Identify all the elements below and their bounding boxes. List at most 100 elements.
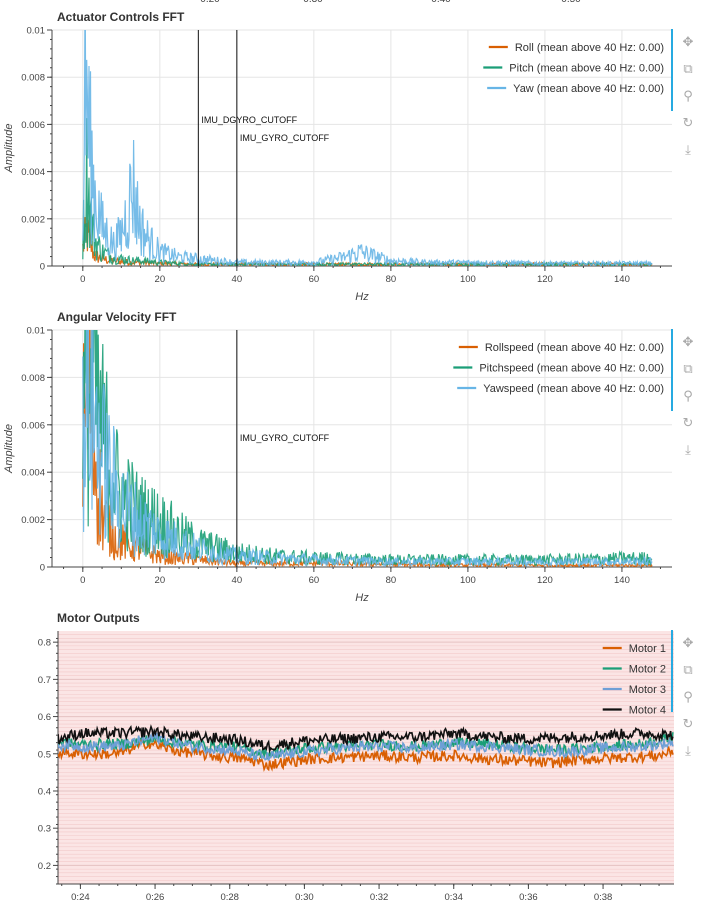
chart-panel-1: 0 0.002 0.004 0.006 0.008 0.01 0 20 40 60 80 100 120… [3, 10, 672, 303]
x-tick-label: 0:24 [71, 892, 90, 903]
top-partial-tick-label: 0.50 [561, 0, 581, 5]
x-axis-label: Hz [355, 592, 369, 604]
y-tick-label: 0.4 [38, 786, 51, 797]
chart-title: Actuator Controls FFT [57, 10, 185, 24]
top-partial-tick-label: 0.30 [303, 0, 323, 5]
y-tick-label: 0.006 [21, 120, 45, 131]
wheel-zoom-icon[interactable]: ⚲ [683, 89, 693, 104]
legend-label: Yawspeed (mean above 40 Hz: 0.00) [483, 383, 664, 395]
x-tick-label: 0:30 [295, 892, 314, 903]
cutoff-label: IMU_GYRO_CUTOFF [240, 433, 330, 443]
y-tick-label: 0.2 [38, 861, 51, 872]
series-line-2 [82, 330, 653, 567]
y-tick-label: 0.008 [21, 73, 45, 84]
reset-icon[interactable]: ↻ [682, 416, 694, 431]
box-zoom-icon[interactable]: ⧉ [683, 663, 693, 678]
x-tick-label: 0:36 [519, 892, 538, 903]
legend-label: Roll (mean above 40 Hz: 0.00) [515, 42, 664, 54]
box-zoom-icon[interactable]: ⧉ [683, 62, 693, 77]
chart-toolbar: ✥ ⧉ ⚲ ↻ ⤓ [671, 29, 701, 167]
top-partial-tick-label: 0.40 [431, 0, 451, 5]
y-tick-label: 0.006 [21, 420, 45, 431]
y-tick-label: 0.004 [21, 167, 45, 178]
x-tick-label: 20 [155, 274, 166, 285]
x-tick-label: 0:32 [370, 892, 389, 903]
legend-label: Pitch (mean above 40 Hz: 0.00) [509, 63, 664, 75]
series-line-3 [82, 330, 653, 567]
legend-label: Motor 2 [629, 664, 666, 676]
x-tick-label: 80 [386, 274, 397, 285]
chart-title: Motor Outputs [57, 611, 140, 625]
x-axis-label: Hz [355, 291, 369, 303]
reset-icon[interactable]: ↻ [682, 116, 694, 131]
wheel-zoom-icon[interactable]: ⚲ [683, 389, 693, 404]
x-tick-label: 60 [309, 274, 320, 285]
legend-label: Motor 4 [629, 705, 666, 717]
y-tick-label: 0.01 [27, 326, 46, 337]
x-tick-label: 20 [155, 575, 166, 586]
series-line-4 [58, 724, 674, 754]
x-tick-label: 40 [232, 575, 243, 586]
y-tick-label: 0.002 [21, 214, 45, 225]
legend-label: Rollspeed (mean above 40 Hz: 0.00) [485, 342, 664, 354]
pan-icon[interactable]: ✥ [682, 35, 694, 50]
x-tick-label: 0:26 [146, 892, 165, 903]
toolbar-active-indicator [671, 29, 673, 111]
x-tick-label: 100 [460, 575, 476, 586]
toolbar-active-indicator [671, 630, 673, 712]
chart-panel-2: 0 0.002 0.004 0.006 0.008 0.01 0 20 40 60 80 100 120… [3, 310, 672, 604]
x-tick-label: 0 [80, 274, 85, 285]
series-line-2 [82, 118, 653, 266]
chart-panel-3: 0.2 0.3 0.4 0.5 0.6 0.7 0.8 0:24 0:26 0:28 0:30 0:3… [38, 611, 674, 903]
x-tick-label: 60 [309, 575, 320, 586]
plot-area [82, 330, 653, 567]
save-icon[interactable]: ⤓ [685, 443, 691, 458]
box-zoom-icon[interactable]: ⧉ [683, 362, 693, 377]
y-tick-label: 0.008 [21, 373, 45, 384]
y-tick-label: 0.3 [38, 824, 51, 835]
x-tick-label: 140 [614, 274, 630, 285]
x-tick-label: 120 [537, 575, 553, 586]
wheel-zoom-icon[interactable]: ⚲ [683, 690, 693, 705]
toolbar-active-indicator [671, 329, 673, 411]
series-line-1 [82, 217, 653, 266]
y-tick-label: 0.01 [27, 26, 46, 37]
legend-label: Motor 1 [629, 643, 666, 655]
y-tick-label: 0.6 [38, 712, 51, 723]
x-tick-label: 0:34 [444, 892, 463, 903]
y-tick-label: 0.7 [38, 675, 51, 686]
cutoff-label: IMU_GYRO_CUTOFF [240, 133, 330, 143]
y-tick-label: 0.002 [21, 515, 45, 526]
series-line-3 [58, 732, 674, 763]
series-line-3 [82, 30, 653, 266]
y-tick-label: 0 [40, 262, 45, 273]
y-tick-label: 0.004 [21, 468, 45, 479]
chart-toolbar: ✥ ⧉ ⚲ ↻ ⤓ [671, 630, 701, 768]
y-tick-label: 0 [40, 563, 45, 574]
chart-title: Angular Velocity FFT [57, 310, 177, 324]
y-axis-label: Amplitude [3, 424, 15, 474]
plot-area [82, 30, 653, 266]
cutoff-label: IMU_DGYRO_CUTOFF [201, 115, 297, 125]
x-tick-label: 100 [460, 274, 476, 285]
x-tick-label: 120 [537, 274, 553, 285]
y-axis-label: Amplitude [3, 124, 15, 174]
legend-label: Pitchspeed (mean above 40 Hz: 0.00) [479, 363, 664, 375]
reset-icon[interactable]: ↻ [682, 717, 694, 732]
pan-icon[interactable]: ✥ [682, 636, 694, 651]
save-icon[interactable]: ⤓ [685, 143, 691, 158]
series-line-1 [58, 737, 674, 773]
x-tick-label: 0:28 [220, 892, 239, 903]
x-tick-label: 0:38 [594, 892, 613, 903]
x-tick-label: 140 [614, 575, 630, 586]
top-partial-tick-label: 0.20 [200, 0, 220, 5]
x-tick-label: 40 [232, 274, 243, 285]
chart-toolbar: ✥ ⧉ ⚲ ↻ ⤓ [671, 329, 701, 467]
y-tick-label: 0.8 [38, 638, 51, 649]
legend-label: Yaw (mean above 40 Hz: 0.00) [513, 83, 664, 95]
y-tick-label: 0.5 [38, 749, 51, 760]
plot-area [58, 724, 674, 773]
save-icon[interactable]: ⤓ [685, 744, 691, 759]
pan-icon[interactable]: ✥ [682, 335, 694, 350]
